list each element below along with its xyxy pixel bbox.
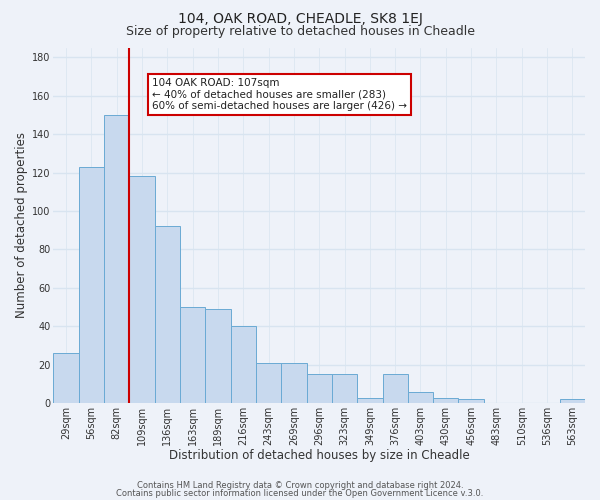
Bar xyxy=(332,374,357,404)
Bar xyxy=(155,226,180,404)
Bar xyxy=(256,363,281,404)
Bar xyxy=(383,374,408,404)
Bar xyxy=(180,307,205,404)
Bar xyxy=(104,115,130,404)
Bar xyxy=(433,398,458,404)
Bar xyxy=(79,166,104,404)
Bar xyxy=(560,400,585,404)
Text: 104 OAK ROAD: 107sqm
← 40% of detached houses are smaller (283)
60% of semi-deta: 104 OAK ROAD: 107sqm ← 40% of detached h… xyxy=(152,78,407,111)
Bar xyxy=(307,374,332,404)
X-axis label: Distribution of detached houses by size in Cheadle: Distribution of detached houses by size … xyxy=(169,450,470,462)
Bar xyxy=(357,398,383,404)
Bar xyxy=(281,363,307,404)
Bar xyxy=(205,309,230,404)
Bar xyxy=(53,354,79,404)
Y-axis label: Number of detached properties: Number of detached properties xyxy=(15,132,28,318)
Bar xyxy=(458,400,484,404)
Bar xyxy=(130,176,155,404)
Bar xyxy=(408,392,433,404)
Bar xyxy=(230,326,256,404)
Text: 104, OAK ROAD, CHEADLE, SK8 1EJ: 104, OAK ROAD, CHEADLE, SK8 1EJ xyxy=(178,12,422,26)
Text: Contains HM Land Registry data © Crown copyright and database right 2024.: Contains HM Land Registry data © Crown c… xyxy=(137,481,463,490)
Text: Contains public sector information licensed under the Open Government Licence v.: Contains public sector information licen… xyxy=(116,489,484,498)
Text: Size of property relative to detached houses in Cheadle: Size of property relative to detached ho… xyxy=(125,25,475,38)
